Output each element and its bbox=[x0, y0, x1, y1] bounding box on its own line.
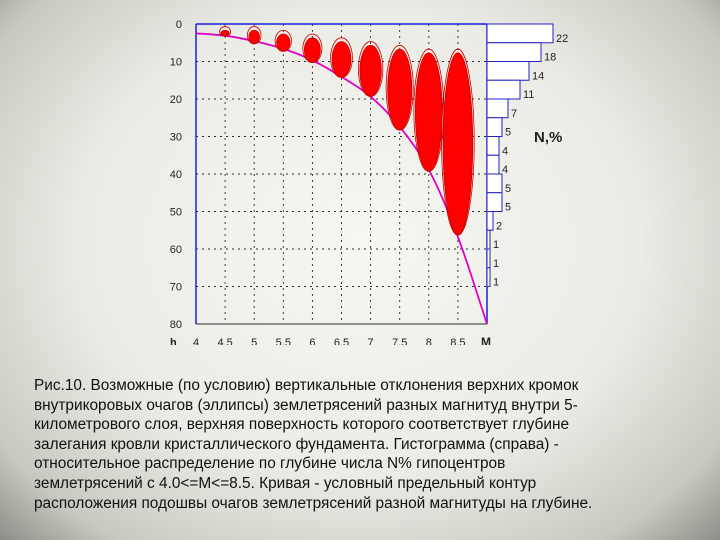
figure-caption: Рис.10. Возможные (по условию) вертикаль… bbox=[34, 376, 694, 513]
histogram-bar-label: 22 bbox=[556, 33, 568, 45]
histogram-bar-label: 7 bbox=[511, 108, 517, 120]
histogram-label: N,% bbox=[534, 129, 562, 146]
y-tick-label: 80 bbox=[170, 319, 182, 331]
ellipse-outline bbox=[302, 33, 323, 64]
y-tick-label: 20 bbox=[170, 94, 182, 106]
earthquake-ellipse bbox=[220, 29, 230, 37]
histogram-bar-label: 11 bbox=[523, 89, 534, 101]
caption-line: расположения подошвы очагов землетрясени… bbox=[34, 494, 593, 512]
earthquake-ellipse bbox=[414, 52, 443, 172]
caption-line: залегания кровли кристаллического фундам… bbox=[34, 435, 559, 453]
histogram-bar-label: 14 bbox=[532, 70, 544, 82]
x-tick-label: 4 bbox=[193, 337, 199, 345]
x-tick-label: 6.5 bbox=[334, 337, 349, 345]
histogram-bar bbox=[486, 192, 503, 212]
x-tick-label: 8.5 bbox=[450, 337, 465, 345]
histogram-bar-label: 5 bbox=[505, 183, 511, 195]
histogram-bar-label: 4 bbox=[502, 164, 508, 176]
y-tick-label: 30 bbox=[170, 132, 182, 144]
histogram-bar-label: 2 bbox=[496, 220, 502, 232]
earthquake-ellipse bbox=[276, 33, 291, 52]
histogram-bar bbox=[486, 173, 503, 194]
ellipse-outline bbox=[330, 37, 353, 79]
caption-line: Рис.10. Возможные (по условию) вертикаль… bbox=[34, 377, 579, 394]
histogram-bar bbox=[486, 248, 491, 269]
histogram-bar bbox=[486, 117, 503, 137]
earthquake-ellipse bbox=[442, 52, 474, 235]
y-tick-label: 40 bbox=[170, 169, 182, 181]
y-tick-label: 50 bbox=[170, 207, 182, 219]
histogram-bar-label: 5 bbox=[505, 202, 511, 214]
ellipse-outline bbox=[357, 41, 384, 97]
histogram-bar bbox=[486, 211, 494, 231]
histogram-bar-label: 1 bbox=[493, 258, 499, 270]
histogram-bar bbox=[486, 229, 491, 250]
x-tick-label: 7 bbox=[368, 337, 374, 345]
x-tick-label: 5.5 bbox=[276, 337, 291, 345]
ellipse-group bbox=[219, 26, 475, 236]
x-tick-label: 8 bbox=[426, 337, 432, 345]
ellipse-outline bbox=[441, 48, 475, 236]
histogram-bar bbox=[486, 267, 491, 287]
caption-line: внутрикоровых очагов (эллипсы) землетряс… bbox=[34, 396, 578, 414]
histogram-bar bbox=[486, 42, 542, 62]
earthquake-ellipse bbox=[331, 41, 352, 78]
caption-line: землетрясений с 4.0<=M<=8.5. Кривая - ус… bbox=[34, 474, 537, 492]
y-tick-label: 10 bbox=[170, 57, 182, 69]
x-axis-label: M bbox=[481, 335, 491, 345]
x-tick-label: 7.5 bbox=[392, 337, 407, 345]
histogram-bar bbox=[486, 154, 500, 175]
y-tick-label: 70 bbox=[170, 282, 182, 294]
x-tick-label: 5 bbox=[251, 337, 257, 345]
caption-line: относительное распределение по глубине ч… bbox=[34, 455, 506, 473]
earthquake-ellipse bbox=[387, 48, 413, 130]
caption-line: километрового слоя, верхняя поверхность … bbox=[34, 416, 570, 434]
histogram-bar bbox=[486, 61, 530, 81]
x-tick-label: 4.5 bbox=[217, 337, 232, 345]
histogram-bar-label: 5 bbox=[505, 127, 511, 139]
y-tick-label: 0 bbox=[176, 19, 182, 31]
earthquake-ellipse bbox=[359, 44, 382, 97]
y-tick-label: 60 bbox=[170, 244, 182, 256]
ellipse-outline bbox=[385, 44, 414, 131]
ellipse-outline bbox=[246, 26, 262, 45]
y-axis-label: h bbox=[170, 337, 177, 345]
histogram-bar-label: 1 bbox=[493, 239, 499, 251]
histogram-bar bbox=[486, 79, 521, 100]
x-tick-label: 6 bbox=[309, 337, 315, 345]
axis-labels-group: 0 10 20 30 40 50 60 70 80 4 4.5 5 5.5 6 6.5 7 7.5 8 8.5 h M bbox=[170, 19, 491, 345]
histogram-bar-label: 4 bbox=[502, 145, 508, 157]
ellipse-outline bbox=[274, 29, 292, 52]
earthquake-ellipse bbox=[303, 37, 321, 63]
histogram-bar-label: 1 bbox=[493, 277, 499, 289]
earthquake-ellipse bbox=[248, 29, 260, 44]
histogram-bar bbox=[486, 23, 554, 44]
histogram-bar bbox=[486, 136, 500, 156]
ellipse-outline bbox=[219, 26, 232, 37]
histogram-bar bbox=[486, 98, 509, 119]
histogram-bar-label: 18 bbox=[544, 52, 556, 64]
